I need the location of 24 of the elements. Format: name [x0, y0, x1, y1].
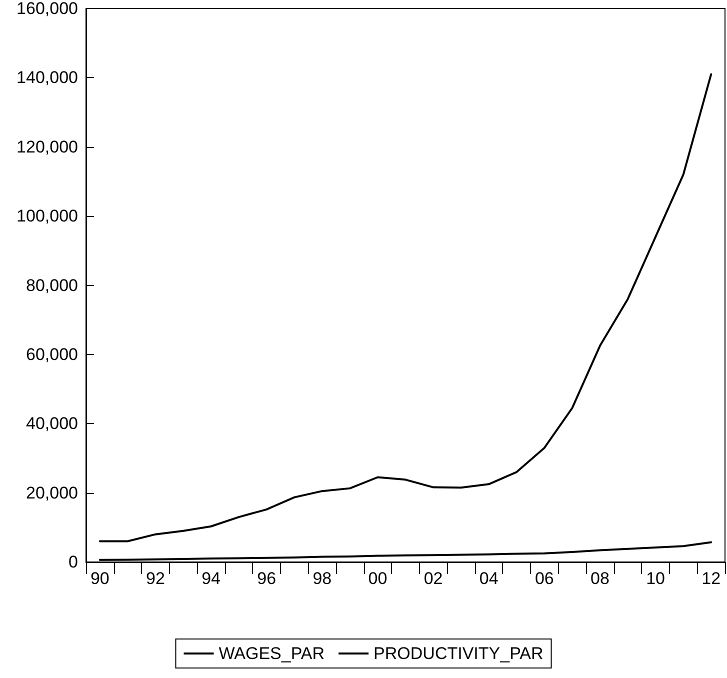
- y-tick-label: 160,000: [16, 0, 78, 18]
- y-tick-label: 100,000: [16, 206, 78, 226]
- x-tick-label: 92: [146, 569, 165, 588]
- x-tick-label: 12: [702, 569, 721, 588]
- legend-label: PRODUCTIVITY_PAR: [374, 644, 544, 663]
- x-tick-label: 04: [479, 569, 498, 588]
- y-tick-label: 0: [68, 552, 78, 572]
- y-tick-label: 20,000: [26, 483, 78, 502]
- x-tick-label: 98: [312, 569, 332, 588]
- x-tick-label: 08: [590, 569, 610, 588]
- x-tick-label: 00: [368, 569, 388, 588]
- y-tick-label: 140,000: [16, 68, 78, 88]
- x-tick-label: 02: [424, 569, 443, 588]
- x-tick-label: 06: [534, 569, 554, 588]
- x-tick-label: 96: [257, 569, 276, 588]
- y-tick-label: 120,000: [16, 137, 78, 156]
- y-tick-label: 40,000: [26, 414, 78, 434]
- y-tick-label: 80,000: [26, 276, 78, 295]
- line-series: [98, 73, 712, 542]
- x-tick-label: 94: [202, 569, 220, 588]
- y-tick-label: 60,000: [26, 344, 78, 364]
- legend-label: WAGES_PAR: [218, 644, 325, 663]
- x-tick-label: 10: [646, 569, 666, 588]
- x-tick-label: 90: [90, 569, 110, 588]
